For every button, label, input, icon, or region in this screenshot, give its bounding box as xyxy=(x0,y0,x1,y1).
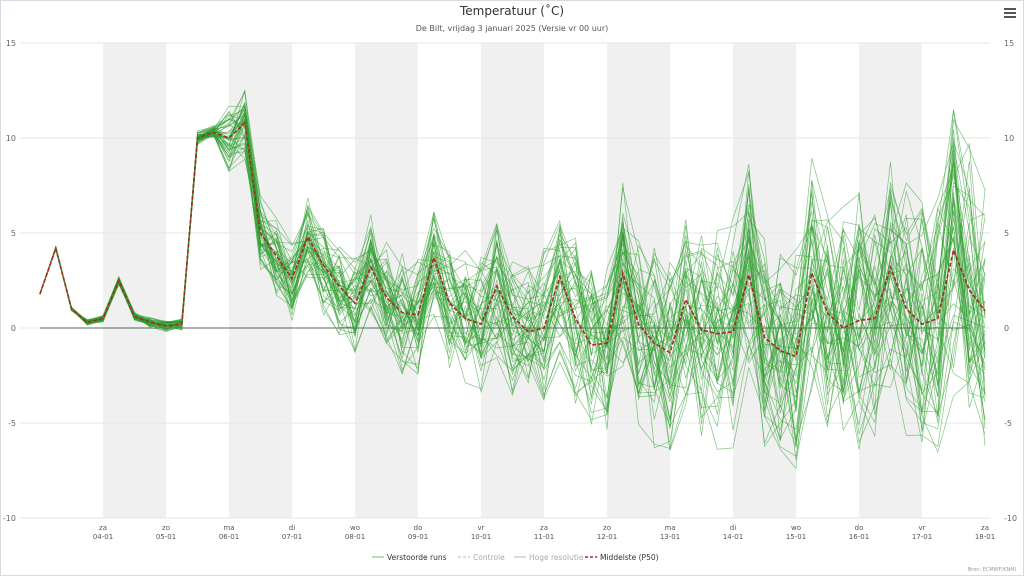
x-tick-weekday: wo xyxy=(791,524,801,532)
ensemble-member-line xyxy=(39,114,986,366)
median-p50-line xyxy=(39,121,986,358)
legend-item-label[interactable]: Hoge resolutie xyxy=(529,553,584,562)
y-tick-label-left: -5 xyxy=(8,419,16,428)
x-tick-date: 18-01 xyxy=(975,533,995,541)
ensemble-member-line xyxy=(39,102,986,391)
chart-subtitle: De Bilt, vrijdag 3 januari 2025 (Versie … xyxy=(415,24,609,33)
x-tick-weekday: do xyxy=(855,524,864,532)
weekend-band xyxy=(103,43,166,518)
x-tick-date: 12-01 xyxy=(597,533,617,541)
x-tick-weekday: do xyxy=(414,524,423,532)
x-tick-date: 17-01 xyxy=(912,533,932,541)
y-tick-label-left: 15 xyxy=(6,39,16,48)
x-tick-date: 07-01 xyxy=(282,533,302,541)
hamburger-menu-icon[interactable] xyxy=(1004,8,1016,18)
x-tick-date: 06-01 xyxy=(219,533,239,541)
y-tick-label-right: 15 xyxy=(1004,39,1014,48)
legend-item-label[interactable]: Middelste (P50) xyxy=(600,553,659,562)
x-tick-weekday: vr xyxy=(918,524,925,532)
y-tick-label-left: -10 xyxy=(3,514,16,523)
legend-item-label[interactable]: Controle xyxy=(473,553,505,562)
legend-item-label[interactable]: Verstoorde runs xyxy=(387,553,447,562)
ensemble-member-line xyxy=(39,110,986,371)
x-tick-date: 04-01 xyxy=(93,533,113,541)
ensemble-member-line xyxy=(39,129,986,457)
x-tick-weekday: di xyxy=(289,524,295,532)
x-tick-date: 09-01 xyxy=(408,533,428,541)
x-tick-date: 14-01 xyxy=(723,533,743,541)
x-tick-weekday: di xyxy=(730,524,736,532)
x-tick-weekday: ma xyxy=(664,524,675,532)
y-tick-label-right: -10 xyxy=(1004,514,1017,523)
x-tick-date: 05-01 xyxy=(156,533,176,541)
x-tick-weekday: za xyxy=(99,524,107,532)
y-tick-label-right: 0 xyxy=(1004,324,1009,333)
y-tick-label-right: 10 xyxy=(1004,134,1014,143)
ensemble-member-line xyxy=(39,114,986,400)
chart-title: Temperatuur (˚C) xyxy=(459,4,565,18)
x-tick-weekday: ma xyxy=(223,524,234,532)
x-tick-date: 15-01 xyxy=(786,533,806,541)
x-tick-date: 08-01 xyxy=(345,533,365,541)
y-tick-label-left: 10 xyxy=(6,134,16,143)
x-tick-date: 11-01 xyxy=(534,533,554,541)
x-tick-weekday: zo xyxy=(162,524,170,532)
x-tick-weekday: zo xyxy=(603,524,611,532)
x-tick-date: 10-01 xyxy=(471,533,491,541)
source-credit: Bron: ECMWF/KNMI xyxy=(967,567,1016,573)
x-tick-weekday: wo xyxy=(350,524,360,532)
y-tick-label-left: 5 xyxy=(11,229,16,238)
x-tick-date: 16-01 xyxy=(849,533,869,541)
ensemble-member-line xyxy=(39,90,986,377)
y-tick-label-right: 5 xyxy=(1004,229,1009,238)
x-tick-weekday: vr xyxy=(477,524,484,532)
x-tick-weekday: za xyxy=(981,524,989,532)
x-tick-date: 13-01 xyxy=(660,533,680,541)
x-tick-weekday: za xyxy=(540,524,548,532)
ensemble-member-line xyxy=(39,91,986,402)
y-tick-label-left: 0 xyxy=(11,324,16,333)
y-tick-label-right: -5 xyxy=(1004,419,1012,428)
